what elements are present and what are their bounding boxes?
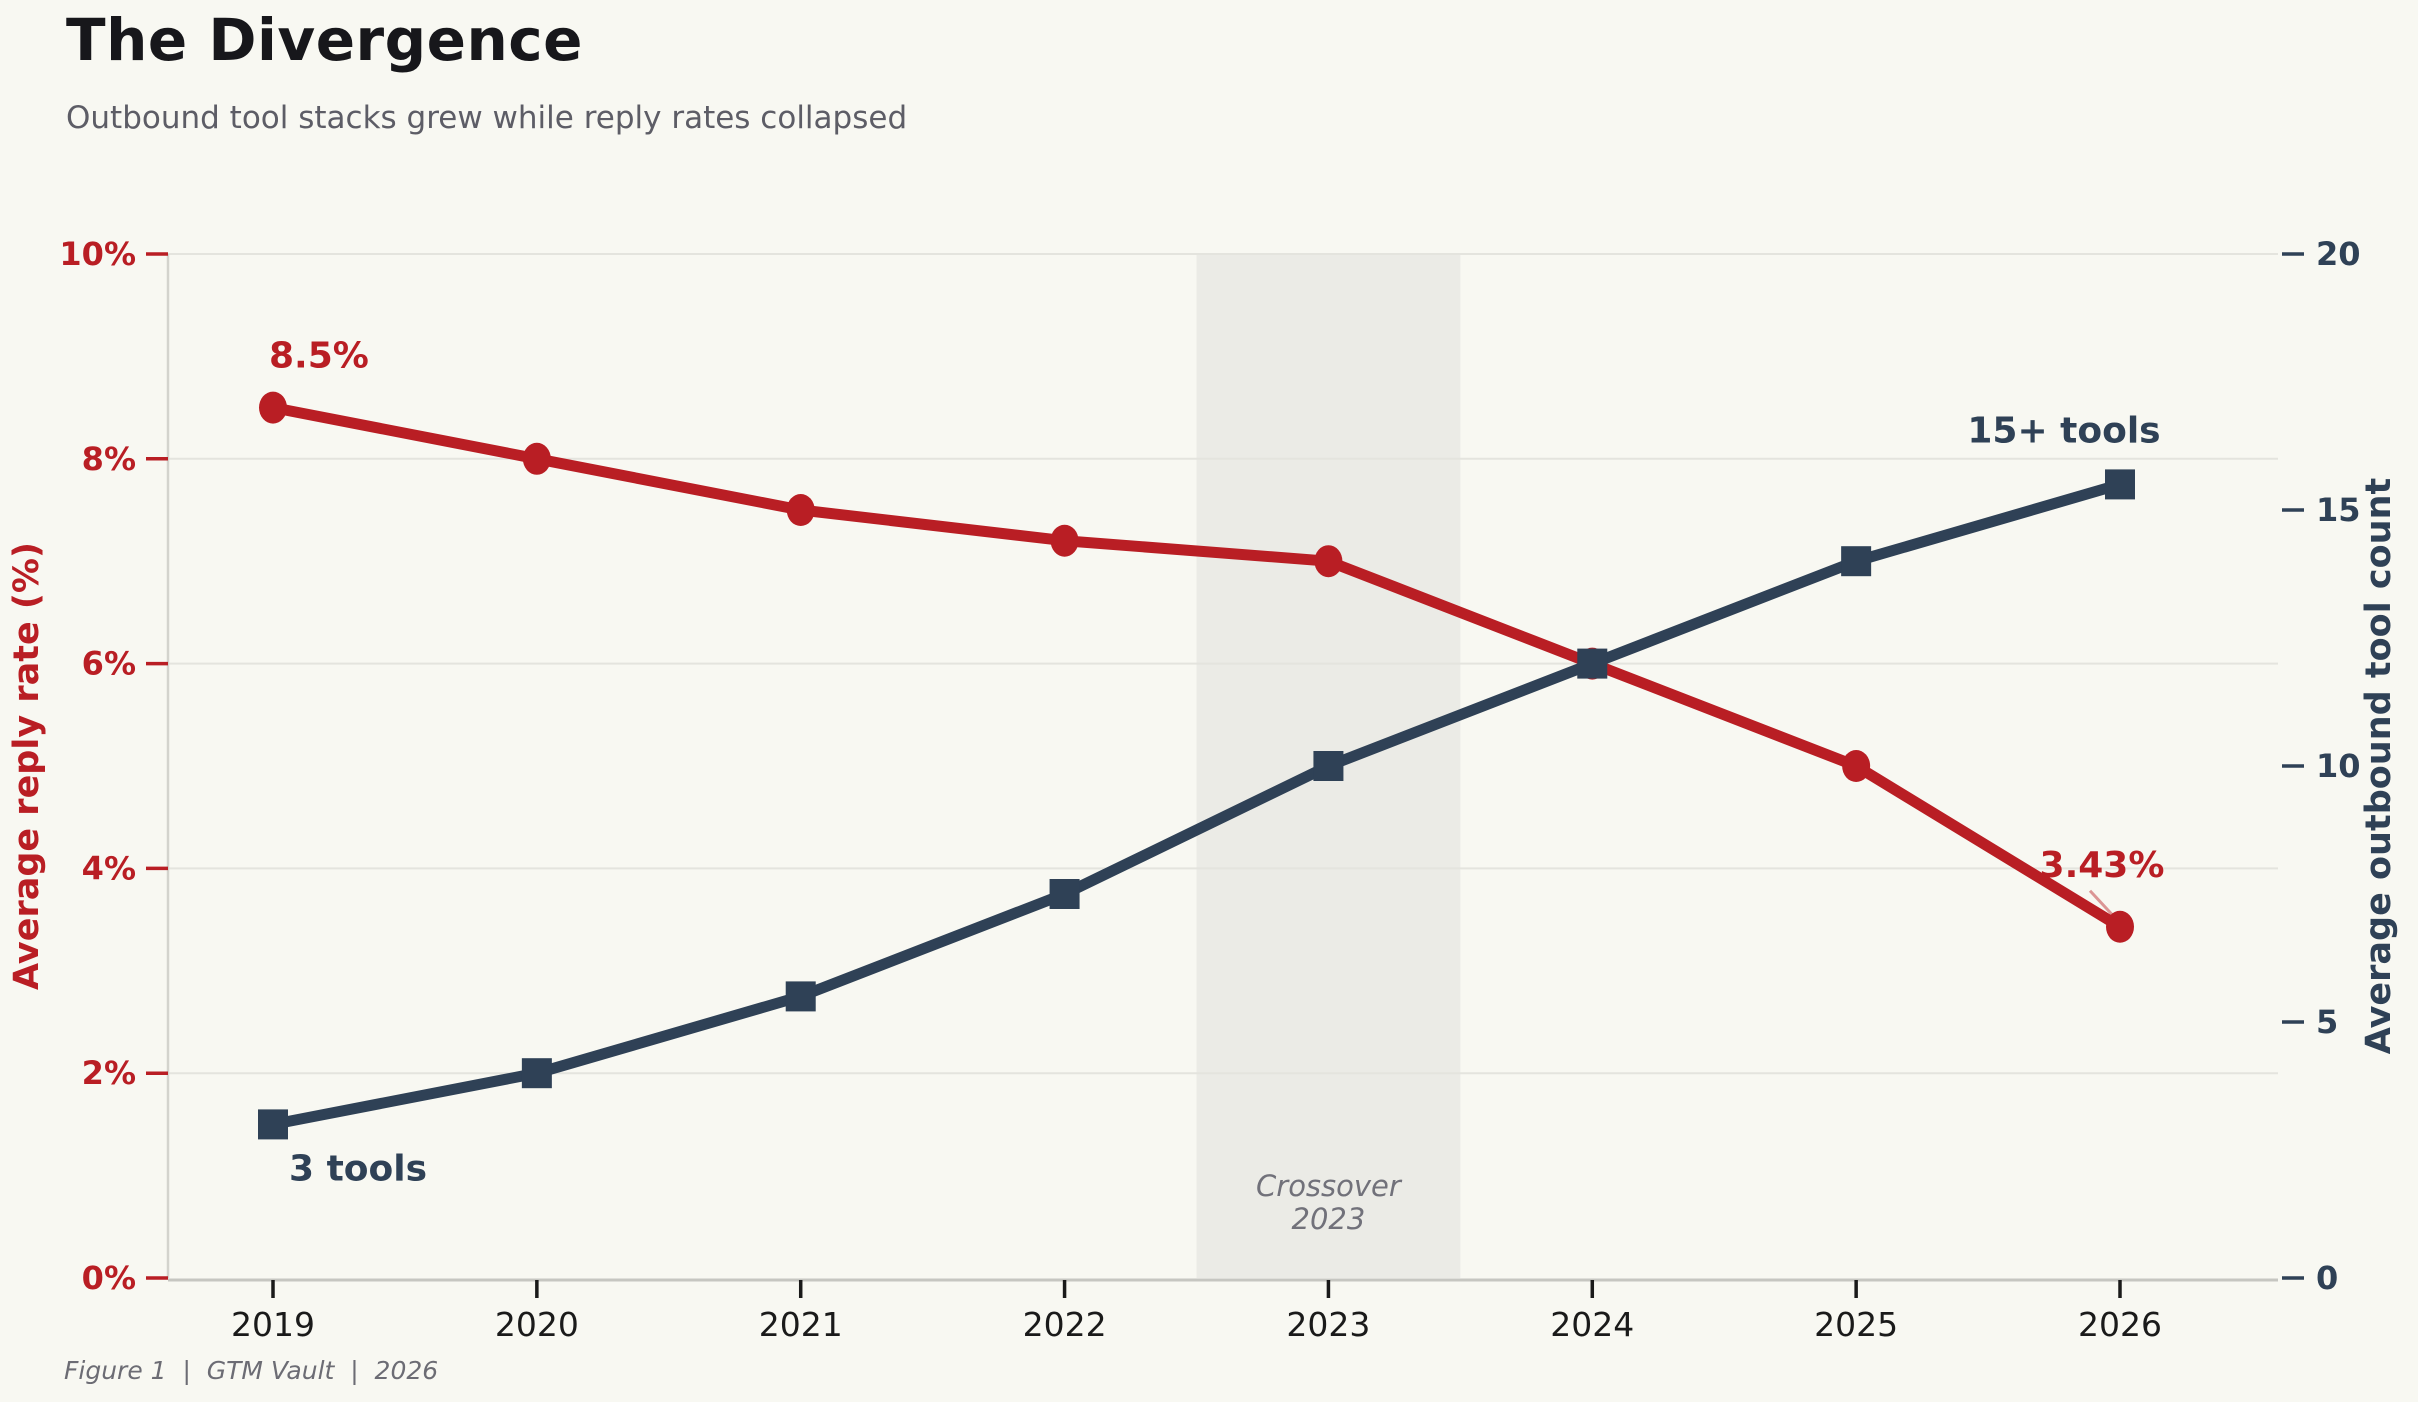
annotation-leader-line bbox=[2088, 889, 2118, 920]
x-axis-tick-label: 2020 bbox=[495, 1305, 579, 1344]
reply-rate-point bbox=[1314, 545, 1343, 578]
tool-count-point bbox=[1841, 546, 1872, 577]
crossover-label: Crossover bbox=[1256, 1169, 1403, 1203]
chart-subtitle: Outbound tool stacks grew while reply ra… bbox=[66, 100, 908, 136]
tool-count-point bbox=[1049, 879, 1080, 909]
chart-title: The Divergence bbox=[66, 6, 584, 74]
right-axis-tick-label: 15 bbox=[2316, 491, 2361, 529]
reply-rate-point bbox=[1050, 524, 1079, 557]
reply-rate-point bbox=[786, 494, 815, 526]
tool-count-point bbox=[258, 1109, 288, 1140]
left-axis-title: Average reply rate (%) bbox=[7, 542, 47, 990]
x-axis-tick-label: 2026 bbox=[2078, 1305, 2162, 1344]
tool-count-point bbox=[1313, 751, 1344, 781]
x-axis-tick-label: 2021 bbox=[759, 1305, 843, 1344]
annotation-end-reply: 3.43% bbox=[2040, 845, 2165, 886]
reply-rate-point bbox=[2105, 910, 2134, 943]
tool-count-point bbox=[1577, 648, 1608, 679]
x-axis-tick-label: 2022 bbox=[1023, 1305, 1107, 1344]
tool-count-line bbox=[267, 478, 2126, 1130]
right-axis-tick-label: 5 bbox=[2316, 1003, 2338, 1041]
reply-rate-line bbox=[267, 402, 2126, 933]
chart-header: The Divergence Outbound tool stacks grew… bbox=[66, 6, 907, 136]
left-axis-tick-label: 6% bbox=[82, 645, 136, 683]
tool-count-point bbox=[785, 981, 816, 1012]
left-axis-tick-label: 10% bbox=[59, 235, 136, 273]
x-axis-tick-label: 2024 bbox=[1550, 1305, 1634, 1344]
annotation-start-tools: 3 tools bbox=[289, 1148, 427, 1189]
tool-count-point bbox=[2104, 469, 2135, 500]
right-axis-tick-label: 0 bbox=[2316, 1259, 2338, 1297]
crossover-label: 2023 bbox=[1292, 1202, 1366, 1236]
x-axis-tick-label: 2023 bbox=[1286, 1305, 1370, 1344]
left-axis-tick-label: 2% bbox=[82, 1054, 136, 1092]
reply-rate-point bbox=[259, 391, 287, 424]
right-axis-title: Average outbound tool count bbox=[2359, 478, 2399, 1054]
tool-count-point bbox=[521, 1058, 552, 1089]
annotation-start-reply: 8.5% bbox=[269, 336, 369, 377]
left-axis-tick-label: 4% bbox=[82, 849, 136, 887]
right-axis-tick-label: 20 bbox=[2316, 235, 2361, 273]
annotation-end-tools: 15+ tools bbox=[1967, 410, 2160, 451]
x-axis-tick-label: 2025 bbox=[1814, 1305, 1898, 1344]
reply-rate-point bbox=[1842, 750, 1871, 782]
figure-caption: Figure 1 | GTM Vault | 2026 bbox=[64, 1356, 439, 1385]
x-axis-tick-label: 2019 bbox=[231, 1305, 315, 1344]
reply-rate-point bbox=[522, 442, 551, 475]
right-axis-tick-label: 10 bbox=[2316, 747, 2361, 785]
left-axis-tick-label: 8% bbox=[82, 440, 136, 478]
left-axis-tick-label: 0% bbox=[82, 1259, 136, 1297]
